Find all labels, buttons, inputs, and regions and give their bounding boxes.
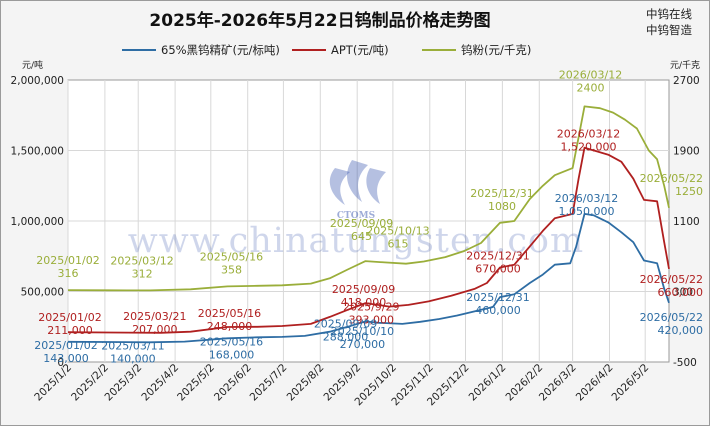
- left-axis-tick-label: 0: [57, 357, 64, 369]
- annotation-value-powder: 1080: [488, 200, 516, 213]
- watermark-logo: CTOMS: [329, 160, 386, 221]
- annotation-date-powder: 2025/03/12: [110, 254, 173, 267]
- annotation-date-apt: 2026/03/12: [557, 128, 620, 141]
- x-axis-tick-label: 2025/4/2: [139, 362, 181, 404]
- annotation-value-concentrate: 140,000: [110, 352, 156, 365]
- annotation-value-powder: 316: [58, 267, 79, 280]
- brand-line-1: 中钨在线: [646, 7, 692, 21]
- x-axis-tick-label: 2026/5/2: [609, 362, 651, 404]
- series-line-apt: [67, 146, 670, 334]
- annotation-date-concentrate: 2025/12/31: [466, 291, 529, 304]
- brand-block: 中钨在线 中钨智造: [646, 6, 692, 38]
- annotation-date-apt: 2025/9/29: [343, 301, 399, 314]
- annotation-date-apt: 2025/05/16: [198, 307, 261, 320]
- x-axis-tick-label: 2026/1/2: [467, 362, 509, 404]
- annotation-date-powder: 2025/09/09: [330, 217, 393, 230]
- x-axis-tick-label: 2025/6/2: [212, 362, 254, 404]
- annotation-date-powder: 2025/01/02: [36, 254, 99, 267]
- annotation-value-concentrate: 460,000: [475, 304, 521, 317]
- annotation-value-apt: 1,520,000: [561, 141, 617, 154]
- annotation-value-apt: 418,000: [341, 296, 387, 309]
- annotation-date-concentrate: 2025/03/11: [101, 339, 164, 352]
- left-axis-unit: 元/吨: [22, 59, 43, 71]
- annotation-value-powder: 358: [221, 263, 242, 276]
- annotation-value-powder: 615: [387, 238, 408, 251]
- x-axis-tick-label: 2025/5/2: [175, 362, 217, 404]
- annotation-value-apt: 660,000: [658, 286, 704, 299]
- right-axis-tick-label: -500: [673, 357, 697, 369]
- annotation-date-apt: 2026/05/22: [640, 273, 703, 286]
- annotation-date-powder: 2025/10/13: [366, 225, 429, 238]
- annotation-date-concentrate: 2025/10/10: [331, 325, 394, 338]
- right-axis-tick-label: 2700: [673, 75, 700, 87]
- x-axis-tick-label: 2025/7/2: [248, 362, 290, 404]
- annotation-date-apt: 2025/01/02: [38, 311, 101, 324]
- annotation-value-concentrate: 270,000: [340, 338, 386, 351]
- annotation-value-concentrate: 143,000: [43, 352, 89, 365]
- annotation-date-powder: 2025/12/31: [470, 187, 533, 200]
- x-axis-tick-label: 2026/4/2: [574, 362, 616, 404]
- x-axis-tick-label: 2025/8/2: [285, 362, 327, 404]
- watermark-url: www.chinatungsten.com: [128, 221, 584, 261]
- brand-line-2: 中钨智造: [646, 23, 692, 37]
- annotation-value-apt: 393,000: [349, 314, 395, 327]
- annotation-value-powder: 312: [132, 267, 153, 280]
- annotation-value-concentrate: 1,050,000: [559, 205, 615, 218]
- annotation-date-apt: 2025/03/21: [123, 310, 186, 323]
- annotation-value-concentrate: 168,000: [209, 348, 255, 361]
- watermark-logo-text: CTOMS: [337, 211, 375, 221]
- left-axis-tick-label: 1,000,000: [11, 216, 64, 228]
- annotation-value-apt: 670,000: [475, 263, 521, 276]
- series-line-powder: [67, 105, 670, 292]
- annotation-value-concentrate: 420,000: [658, 324, 704, 337]
- left-axis-tick-label: 2,000,000: [11, 75, 64, 87]
- right-axis-tick-label: 300: [673, 287, 693, 299]
- right-axis-unit: 元/千克: [670, 60, 700, 71]
- annotation-date-concentrate: 2026/05/22: [640, 311, 703, 324]
- annotation-value-concentrate: 288,000: [323, 330, 369, 343]
- legend-label-concentrate: 65%黑钨精矿(元/标吨): [161, 43, 280, 57]
- series-line-concentrate: [67, 213, 670, 344]
- annotation-value-powder: 645: [351, 230, 372, 243]
- legend-label-powder: 钨粉(元/千克): [461, 43, 531, 57]
- annotation-value-apt: 207,000: [132, 323, 178, 336]
- left-axis-tick-label: 1,500,000: [11, 146, 64, 158]
- annotation-value-apt: 248,000: [207, 320, 253, 333]
- annotation-value-powder: 2400: [577, 81, 605, 94]
- annotation-date-apt: 2025/12/31: [466, 250, 529, 263]
- annotation-value-powder: 1250: [675, 185, 703, 198]
- annotation-value-apt: 211,000: [47, 324, 93, 337]
- right-axis-tick-label: 1100: [673, 216, 700, 228]
- annotation-date-powder: 2026/03/12: [559, 68, 622, 81]
- chart-title: 2025年-2026年5月22日钨制品价格走势图: [149, 11, 491, 31]
- annotation-date-concentrate: 2026/03/12: [555, 192, 618, 205]
- right-axis-tick-label: 1900: [673, 146, 700, 158]
- legend-label-apt: APT(元/吨): [331, 43, 389, 57]
- x-axis-tick-label: 2025/1/2: [32, 362, 74, 404]
- annotation-date-concentrate: 2025/09/09: [314, 317, 377, 330]
- annotation-date-powder: 2025/05/16: [200, 250, 263, 263]
- left-axis-tick-label: 500,000: [21, 287, 64, 299]
- annotation-date-concentrate: 2025/01/02: [34, 339, 97, 352]
- annotation-date-apt: 2025/09/09: [332, 283, 395, 296]
- annotation-date-concentrate: 2025/05/16: [200, 335, 263, 348]
- annotation-date-powder: 2026/05/22: [640, 172, 703, 185]
